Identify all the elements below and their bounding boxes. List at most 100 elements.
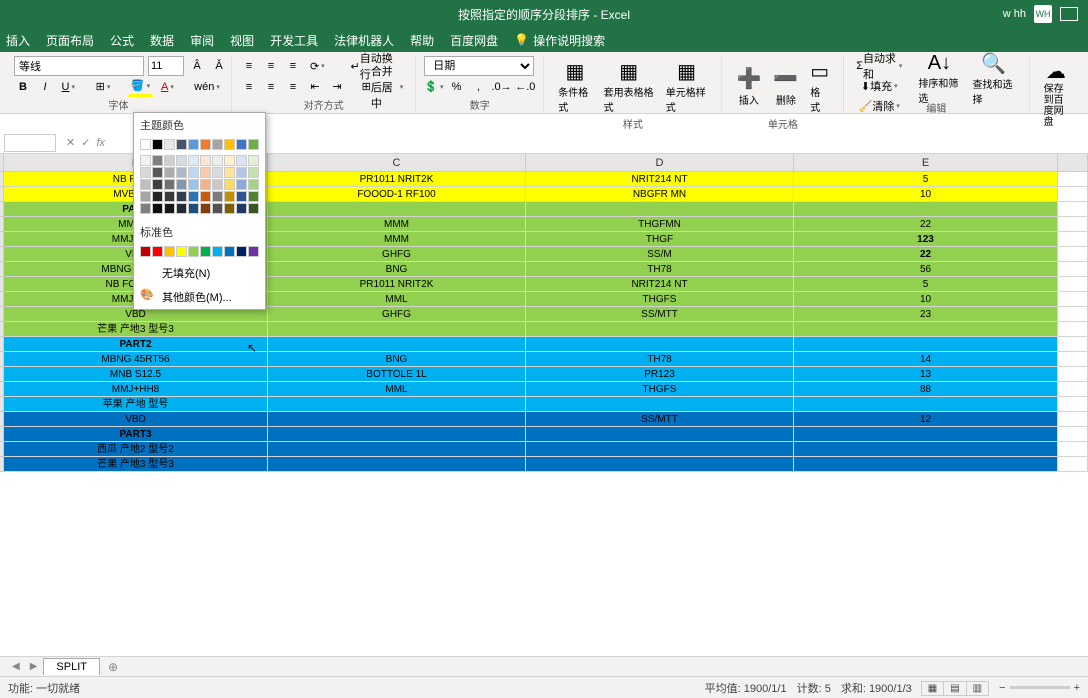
color-swatch[interactable]: [176, 139, 187, 150]
tab-review[interactable]: 审阅: [190, 32, 214, 49]
zoom-slider[interactable]: − +: [999, 682, 1080, 694]
tab-layout[interactable]: 页面布局: [46, 32, 94, 49]
color-swatch[interactable]: [176, 191, 187, 202]
cell[interactable]: MML: [268, 382, 526, 397]
cell[interactable]: PR1011 NRIT2K: [268, 277, 526, 292]
delete-cells-button[interactable]: ➖删除: [767, 56, 804, 116]
color-swatch[interactable]: [188, 191, 199, 202]
cancel-formula-icon[interactable]: ✕: [66, 136, 75, 149]
color-swatch[interactable]: [140, 191, 151, 202]
color-swatch[interactable]: [176, 246, 187, 257]
user-avatar[interactable]: WH: [1034, 5, 1052, 23]
color-swatch[interactable]: [248, 203, 259, 214]
cell[interactable]: PART3: [4, 427, 268, 442]
cell[interactable]: THGFMN: [526, 217, 794, 232]
color-swatch[interactable]: [164, 246, 175, 257]
color-swatch[interactable]: [188, 167, 199, 178]
cell[interactable]: THGF: [526, 232, 794, 247]
cell[interactable]: SS/MTT: [526, 307, 794, 322]
comma-format-icon[interactable]: ,: [470, 77, 488, 97]
tab-data[interactable]: 数据: [150, 32, 174, 49]
cell[interactable]: MMJ+HH8: [4, 382, 268, 397]
cell[interactable]: [268, 337, 526, 352]
cell[interactable]: 5: [794, 277, 1058, 292]
name-box[interactable]: [4, 134, 56, 152]
color-swatch[interactable]: [176, 167, 187, 178]
color-swatch[interactable]: [152, 155, 163, 166]
tab-view[interactable]: 视图: [230, 32, 254, 49]
color-swatch[interactable]: [236, 155, 247, 166]
cell[interactable]: 芒果 产地3 型号3: [4, 322, 268, 337]
color-swatch[interactable]: [152, 139, 163, 150]
color-swatch[interactable]: [224, 246, 235, 257]
font-size-input[interactable]: [148, 56, 184, 76]
color-swatch[interactable]: [164, 191, 175, 202]
cell-styles-button[interactable]: ▦单元格样式: [660, 56, 714, 116]
cell[interactable]: [794, 427, 1058, 442]
color-swatch[interactable]: [212, 167, 223, 178]
decrease-indent-icon[interactable]: ⇤: [306, 77, 324, 97]
tell-me-search[interactable]: 💡 操作说明搜索: [514, 32, 605, 49]
color-swatch[interactable]: [224, 139, 235, 150]
fill-button[interactable]: ⬇ 填充: [852, 76, 906, 96]
underline-button[interactable]: U: [58, 77, 79, 97]
more-colors-menuitem[interactable]: 🎨其他颜色(M)...: [134, 285, 265, 309]
sort-filter-button[interactable]: A↓排序和筛选: [912, 56, 966, 100]
color-swatch[interactable]: [140, 246, 151, 257]
tab-nav-prev-icon[interactable]: ◀: [8, 661, 24, 672]
color-swatch[interactable]: [212, 191, 223, 202]
color-swatch[interactable]: [152, 191, 163, 202]
cell[interactable]: THGFS: [526, 292, 794, 307]
color-swatch[interactable]: [140, 155, 151, 166]
cell[interactable]: 22: [794, 247, 1058, 262]
enter-formula-icon[interactable]: ✓: [81, 136, 90, 149]
tab-developer[interactable]: 开发工具: [270, 32, 318, 49]
color-swatch[interactable]: [212, 246, 223, 257]
cell[interactable]: GHFG: [268, 307, 526, 322]
cell[interactable]: BOTTOLE 1L: [268, 367, 526, 382]
cell[interactable]: [268, 202, 526, 217]
tab-baidu[interactable]: 百度网盘: [450, 32, 498, 49]
align-left-icon[interactable]: ≡: [240, 77, 258, 97]
cell[interactable]: [794, 337, 1058, 352]
tab-legal-robot[interactable]: 法律机器人: [334, 32, 394, 49]
color-swatch[interactable]: [248, 155, 259, 166]
cell[interactable]: 12: [794, 412, 1058, 427]
color-swatch[interactable]: [140, 179, 151, 190]
user-name[interactable]: w hh: [1003, 8, 1026, 20]
no-fill-menuitem[interactable]: 无填充(N): [134, 261, 265, 285]
cell[interactable]: PART2: [4, 337, 268, 352]
color-swatch[interactable]: [236, 203, 247, 214]
cell[interactable]: MMM: [268, 232, 526, 247]
format-cells-button[interactable]: ▭格式: [804, 56, 835, 116]
cell[interactable]: 10: [794, 187, 1058, 202]
color-swatch[interactable]: [200, 203, 211, 214]
color-swatch[interactable]: [164, 167, 175, 178]
color-swatch[interactable]: [140, 203, 151, 214]
color-swatch[interactable]: [188, 139, 199, 150]
color-swatch[interactable]: [248, 179, 259, 190]
color-swatch[interactable]: [200, 139, 211, 150]
color-swatch[interactable]: [236, 246, 247, 257]
column-header[interactable]: E: [794, 154, 1058, 172]
color-swatch[interactable]: [200, 246, 211, 257]
color-swatch[interactable]: [236, 167, 247, 178]
cell[interactable]: SS/M: [526, 247, 794, 262]
cell[interactable]: 13: [794, 367, 1058, 382]
color-swatch[interactable]: [176, 179, 187, 190]
cell[interactable]: [526, 322, 794, 337]
align-top-icon[interactable]: ≡: [240, 56, 258, 76]
color-swatch[interactable]: [188, 246, 199, 257]
color-swatch[interactable]: [176, 155, 187, 166]
font-name-input[interactable]: [14, 56, 144, 76]
fx-icon[interactable]: fx: [96, 137, 105, 149]
color-swatch[interactable]: [152, 179, 163, 190]
cell[interactable]: NRIT214 NT: [526, 172, 794, 187]
border-button[interactable]: ⊞: [92, 77, 114, 97]
cell[interactable]: PR1011 NRIT2K: [268, 172, 526, 187]
number-format-select[interactable]: 日期: [424, 56, 534, 76]
merge-center-button[interactable]: ⊞ 合并后居中: [358, 77, 408, 97]
color-swatch[interactable]: [224, 203, 235, 214]
cell[interactable]: [526, 457, 794, 472]
cell[interactable]: TH78: [526, 352, 794, 367]
